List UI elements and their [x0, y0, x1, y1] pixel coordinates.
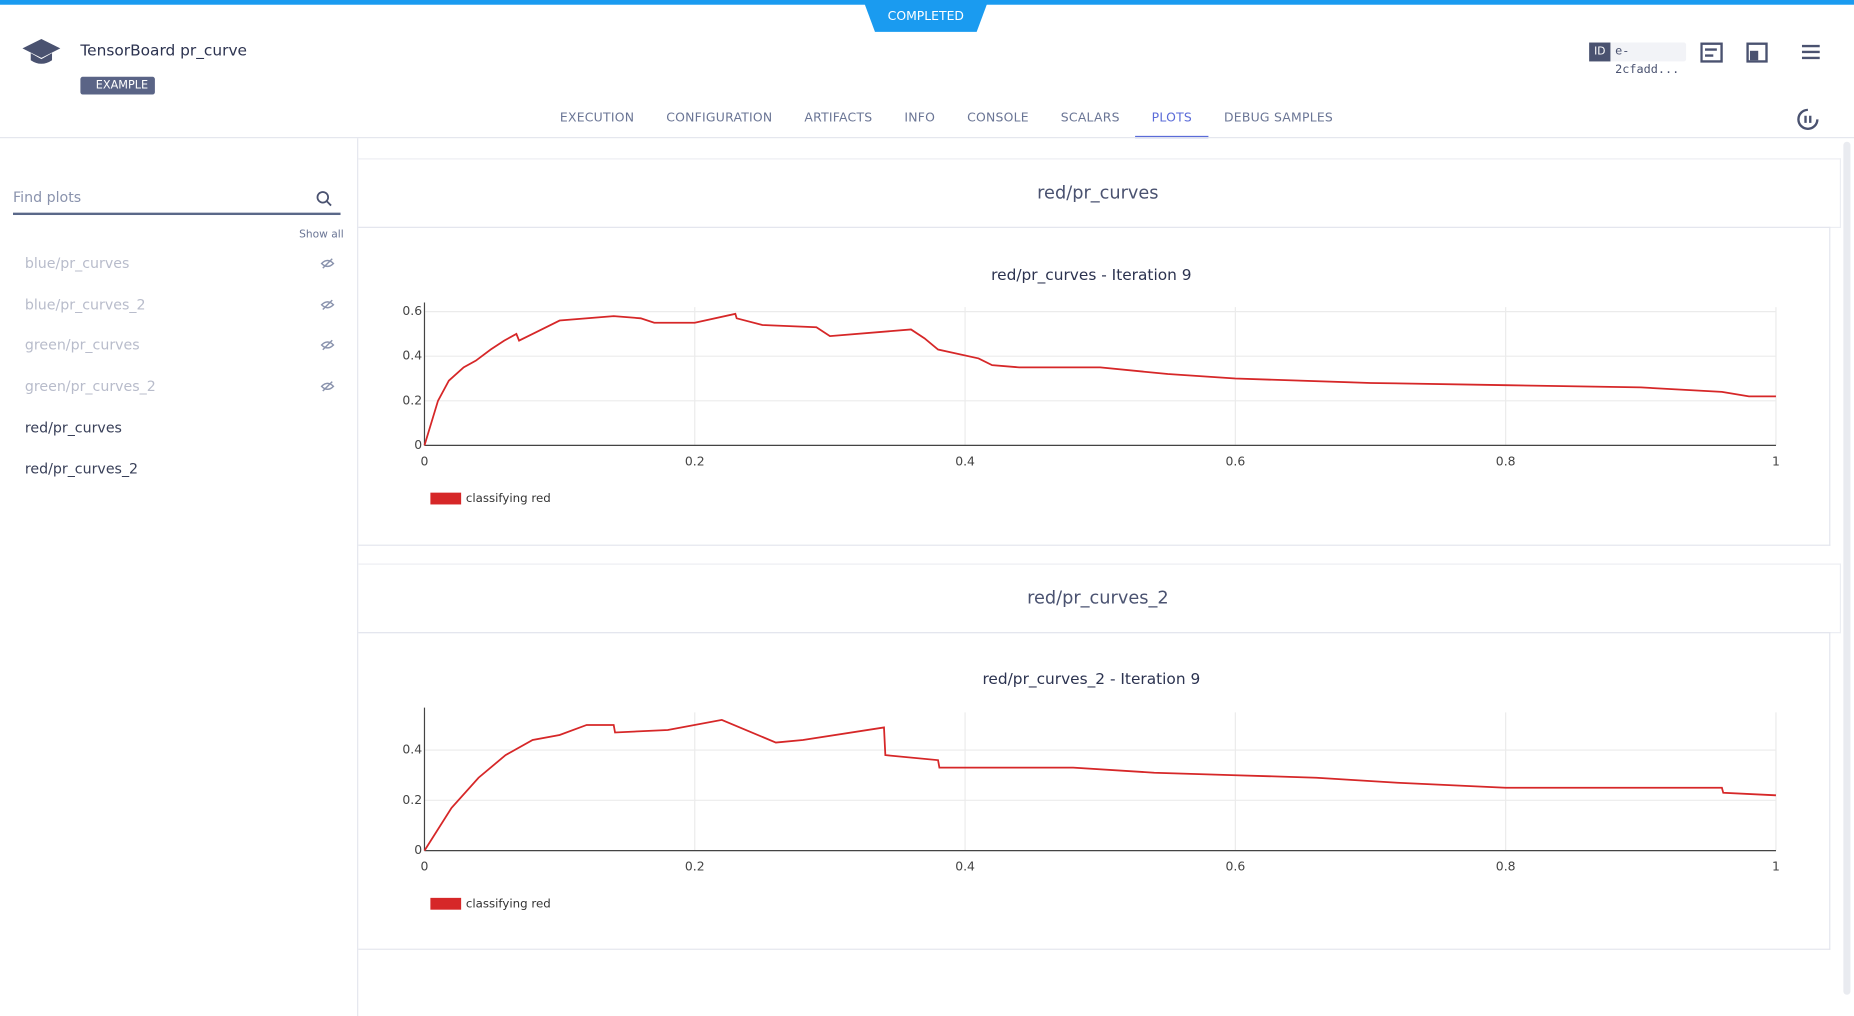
tab-bar: EXECUTION CONFIGURATION ARTIFACTS INFO CONSO…	[544, 102, 1349, 139]
x-tick-label: 0	[421, 453, 429, 468]
task-title: TensorBoard pr_curve	[80, 42, 248, 61]
scrollbar	[1843, 141, 1851, 995]
legend-swatch	[430, 897, 462, 910]
x-tick-label: 0.4	[955, 453, 975, 468]
x-tick-label: 0.2	[685, 453, 705, 468]
hidden-icon[interactable]	[320, 297, 335, 315]
panel-title: red/pr_curves	[1037, 181, 1159, 204]
plot-panel	[358, 632, 1831, 950]
tab[interactable]: CONFIGURATION	[666, 111, 773, 126]
y-tick-label: 0.2	[402, 792, 422, 807]
plot-item-label: green/pr_curves_2	[24, 378, 156, 395]
legend-label: classifying red	[466, 491, 551, 505]
x-tick-label: 1	[1772, 453, 1780, 468]
hidden-icon[interactable]	[320, 338, 335, 356]
tag: EXAMPLE	[80, 76, 156, 95]
divider	[0, 137, 1854, 139]
chart-title: red/pr_curves_2 - Iteration 9	[982, 670, 1200, 689]
y-tick-label: 0.4	[402, 348, 422, 363]
id-value[interactable]: e-2cfadd...	[1615, 44, 1680, 77]
y-tick-label: 0.2	[402, 392, 422, 407]
x-tick-label: 0.8	[1496, 453, 1516, 468]
plot-item-label: green/pr_curves	[24, 337, 140, 354]
plot-item[interactable]: blue/pr_curves	[25, 255, 335, 272]
plot-item-label: red/pr_curves	[24, 419, 122, 436]
search-icon[interactable]	[316, 190, 333, 207]
panel-title: red/pr_curves_2	[1027, 587, 1169, 609]
search-input[interactable]: Find plots	[13, 189, 82, 206]
y-tick-label: 0.4	[402, 742, 422, 757]
x-tick-label: 0.6	[1226, 453, 1246, 468]
status-text: COMPLETED	[888, 8, 964, 23]
y-tick-label: 0.6	[402, 303, 422, 318]
hidden-icon[interactable]	[320, 256, 335, 274]
plot-item-label: red/pr_curves_2	[24, 460, 139, 477]
status-badge: COMPLETED	[863, 0, 989, 32]
chart-title: red/pr_curves - Iteration 9	[991, 266, 1191, 285]
plot-item[interactable]: red/pr_curves	[25, 419, 335, 436]
plot-item-label: blue/pr_curves	[24, 255, 130, 272]
show-all[interactable]: Show all	[299, 229, 344, 242]
id-label: ID	[1589, 42, 1611, 62]
series-line	[423, 312, 1776, 446]
plot-item[interactable]: green/pr_curves	[25, 337, 335, 354]
refresh-icon[interactable]	[1795, 106, 1821, 132]
x-tick-label: 0.6	[1226, 859, 1246, 874]
id-box: ID e-2cfadd...	[1589, 42, 1687, 77]
logo-icon	[22, 38, 61, 64]
y-tick-label: 0	[414, 437, 422, 452]
tab[interactable]: SCALARS	[1060, 111, 1120, 126]
x-tick-label: 0.8	[1496, 859, 1516, 874]
plot-panel	[358, 226, 1831, 546]
sidebar: Find plots Show all blue/pr_curves blue/p…	[0, 138, 359, 1016]
plot-item[interactable]: blue/pr_curves_2	[25, 296, 335, 313]
tab[interactable]: EXECUTION	[559, 111, 635, 126]
tab[interactable]: CONSOLE	[967, 111, 1029, 126]
hidden-icon[interactable]	[320, 379, 335, 397]
plot-item[interactable]: red/pr_curves_2	[25, 460, 335, 477]
x-tick-label: 0.2	[685, 859, 705, 874]
x-tick-label: 1	[1772, 859, 1780, 874]
legend-swatch	[430, 492, 462, 505]
tab[interactable]: ARTIFACTS	[804, 111, 873, 126]
x-tick-label: 0	[421, 859, 429, 874]
plot-item[interactable]: green/pr_curves_2	[25, 378, 335, 395]
tab[interactable]: DEBUG SAMPLES	[1223, 111, 1334, 126]
toolbar-icons[interactable]	[1700, 41, 1830, 65]
legend-label: classifying red	[466, 896, 551, 910]
tab[interactable]: INFO	[904, 111, 936, 126]
x-tick-label: 0.4	[955, 859, 975, 874]
plot-item-label: blue/pr_curves_2	[24, 296, 146, 313]
series-line	[423, 719, 1777, 852]
y-tick-label: 0	[414, 842, 422, 857]
search-underline	[13, 212, 341, 216]
